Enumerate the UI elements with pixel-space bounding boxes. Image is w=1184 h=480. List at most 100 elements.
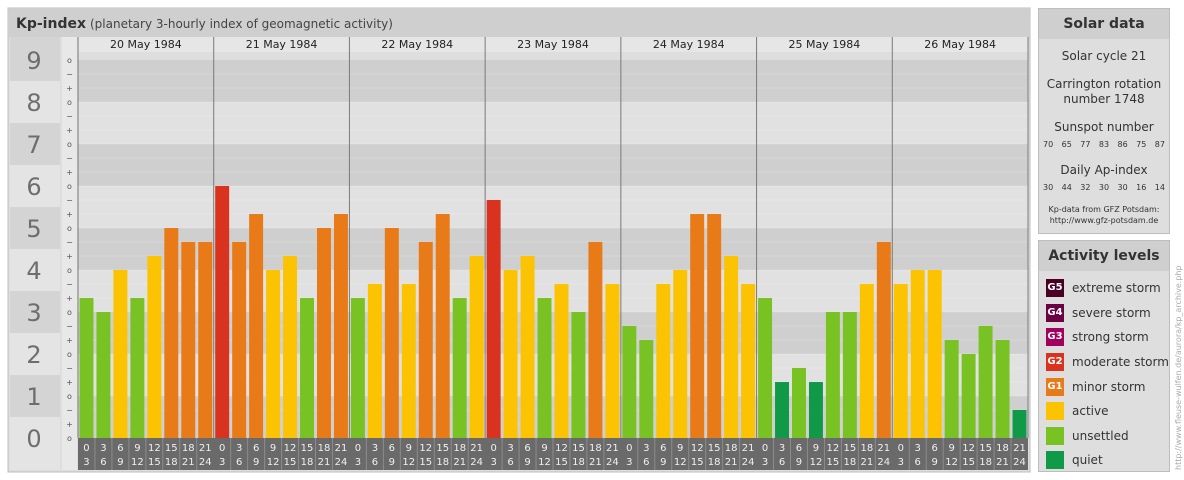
x-tick-label-end: 21 <box>996 457 1009 468</box>
legend-item: G5 extreme storm <box>1039 276 1169 301</box>
minor-tick-label: o <box>67 56 72 65</box>
x-tick-label-start: 12 <box>555 443 568 454</box>
kp-bar <box>588 241 603 438</box>
x-tick-label-end: 21 <box>182 457 195 468</box>
carrington-label: Carrington rotation <box>1046 77 1162 91</box>
y-axis-band <box>10 37 60 81</box>
minor-tick-label: + <box>66 252 73 261</box>
x-tick-label-start: 18 <box>860 443 873 454</box>
minor-tick-column <box>62 37 77 470</box>
minor-tick-label: + <box>66 210 73 219</box>
kp-bar <box>656 283 671 438</box>
kp-bar <box>469 256 484 438</box>
y-tick-label: 6 <box>26 173 41 201</box>
plot-band <box>78 60 1028 102</box>
x-tick-label-end: 6 <box>779 457 785 468</box>
sunspot-value: 86 <box>1117 140 1128 149</box>
x-tick-label-end: 18 <box>708 457 721 468</box>
x-tick-label-end: 18 <box>572 457 585 468</box>
kp-bar <box>113 270 128 438</box>
minor-tick-label: o <box>67 434 72 443</box>
kp-bar <box>384 228 399 438</box>
kp-bar <box>486 199 501 438</box>
x-tick-label-start: 21 <box>606 443 619 454</box>
minor-tick-label: − <box>66 280 73 289</box>
kp-bar <box>266 270 281 438</box>
x-tick-label-start: 18 <box>589 443 602 454</box>
day-label: 21 May 1984 <box>246 38 318 51</box>
x-tick-label-start: 18 <box>453 443 466 454</box>
y-tick-label: 4 <box>26 257 41 285</box>
x-tick-label-end: 3 <box>898 457 904 468</box>
x-tick-label-end: 6 <box>100 457 106 468</box>
x-tick-label-end: 9 <box>796 457 802 468</box>
ap-value: 30 <box>1117 183 1128 192</box>
day-label: 25 May 1984 <box>789 38 861 51</box>
kp-bar <box>605 283 620 438</box>
legend-label: severe storm <box>1072 305 1151 320</box>
x-tick-label-start: 0 <box>219 443 225 454</box>
x-tick-label-end: 21 <box>453 457 466 468</box>
chart-title: Kp-index <box>16 16 86 32</box>
y-tick-label: 7 <box>26 131 41 159</box>
minor-tick-label: − <box>66 322 73 331</box>
x-tick-label-start: 21 <box>470 443 483 454</box>
x-tick-label-start: 18 <box>725 443 738 454</box>
x-tick-label-start: 3 <box>372 443 378 454</box>
legend-swatch: G4 <box>1046 303 1064 322</box>
sunspot-values: 70 65 77 83 86 75 87 <box>1043 140 1165 149</box>
legend-swatch <box>1046 402 1064 421</box>
x-tick-label-end: 15 <box>962 457 975 468</box>
x-tick-label-end: 15 <box>148 457 161 468</box>
legend-swatch <box>1046 426 1064 445</box>
y-axis-band <box>10 123 60 165</box>
x-tick-label-end: 24 <box>470 457 483 468</box>
x-tick-label-start: 12 <box>284 443 297 454</box>
kp-bar <box>130 298 145 438</box>
x-tick-label-start: 15 <box>572 443 585 454</box>
minor-tick-label: − <box>66 238 73 247</box>
x-tick-label-start: 21 <box>199 443 212 454</box>
x-tick-label-start: 0 <box>355 443 361 454</box>
kp-bar <box>639 340 654 438</box>
x-tick-label-start: 12 <box>419 443 432 454</box>
x-tick-label-start: 12 <box>148 443 161 454</box>
ap-value: 30 <box>1098 183 1110 192</box>
kp-bar <box>758 298 773 438</box>
x-tick-label-start: 21 <box>335 443 348 454</box>
ap-value: 14 <box>1154 183 1165 192</box>
x-tick-label-end: 21 <box>860 457 873 468</box>
legend-label: minor storm <box>1072 379 1146 394</box>
sunspot-label: Sunspot number <box>1054 120 1154 134</box>
legend-swatch: G1 <box>1046 377 1064 396</box>
x-tick-label-start: 21 <box>1013 443 1026 454</box>
kp-bar <box>435 214 450 438</box>
legend-swatch: G2 <box>1046 353 1064 372</box>
x-tick-label-end: 12 <box>402 457 415 468</box>
minor-tick-label: o <box>67 308 72 317</box>
x-tick-label-end: 21 <box>589 457 602 468</box>
day-header-band <box>78 37 1028 52</box>
minor-tick-label: + <box>66 84 73 93</box>
x-tick-label-end: 12 <box>538 457 551 468</box>
minor-tick-label: − <box>66 406 73 415</box>
x-tick-label-start: 9 <box>406 443 412 454</box>
day-label: 24 May 1984 <box>653 38 725 51</box>
x-tick-label-end: 15 <box>691 457 704 468</box>
x-tick-label-end: 12 <box>674 457 687 468</box>
legend-swatch: G3 <box>1046 328 1064 347</box>
x-tick-label-start: 3 <box>236 443 242 454</box>
minor-tick-label: o <box>67 266 72 275</box>
x-tick-label-end: 6 <box>507 457 513 468</box>
vertical-source-credit: http://www.fleuse-wulfen.de/aurora/kp_ar… <box>1174 265 1183 470</box>
x-tick-label-start: 12 <box>691 443 704 454</box>
x-tick-label-end: 18 <box>844 457 857 468</box>
kp-bar <box>808 382 823 438</box>
x-tick-label-start: 0 <box>626 443 632 454</box>
x-tick-label-end: 18 <box>165 457 178 468</box>
kp-bar <box>876 241 891 438</box>
ap-index-values: 30 44 32 30 30 16 14 <box>1043 183 1165 192</box>
x-tick-label-end: 9 <box>524 457 530 468</box>
x-tick-label-start: 12 <box>962 443 975 454</box>
x-tick-label-end: 6 <box>643 457 649 468</box>
